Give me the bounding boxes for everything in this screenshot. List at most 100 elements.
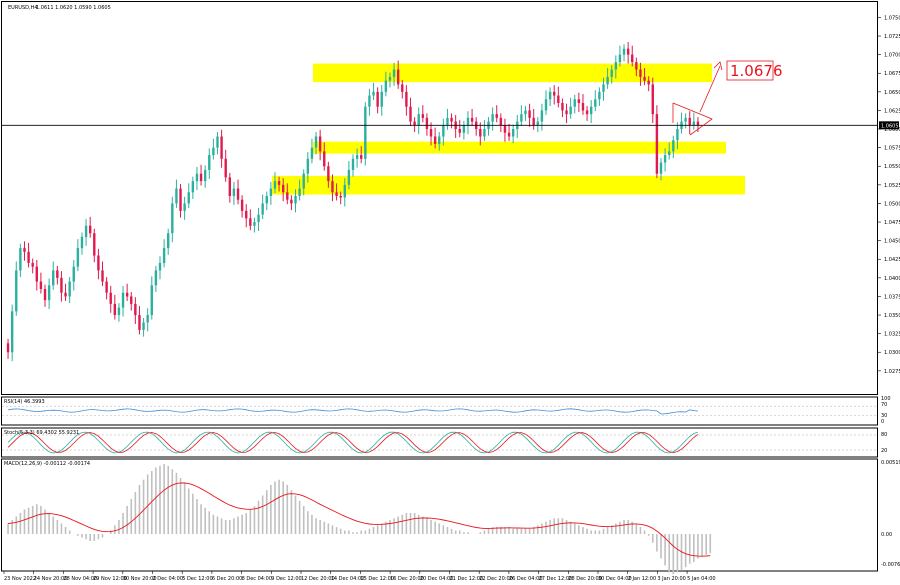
triangle-pattern (672, 102, 713, 136)
candle-body (688, 117, 691, 126)
candle-body (602, 84, 605, 92)
candle-body (306, 158, 310, 174)
candle-body (396, 69, 400, 85)
candle-body (355, 155, 359, 159)
candle-body (277, 181, 281, 185)
stochastic-indicator: 80 20 (2, 431, 887, 454)
y-tick-label: 1.0425 (884, 257, 900, 263)
candle-body (413, 121, 416, 126)
candle-body (43, 289, 47, 301)
candle-body (138, 315, 141, 330)
rsi-axis-label: 30 (881, 413, 887, 419)
candle-body (368, 95, 371, 107)
candle-body (318, 136, 322, 152)
candle-body (536, 121, 539, 126)
candle-body (433, 136, 437, 144)
candle-body (442, 125, 445, 137)
candle-body (651, 84, 654, 115)
candle-body (409, 106, 412, 122)
candle-body (565, 110, 568, 115)
y-tick-label: 1.0750 (884, 15, 900, 21)
chart-header-ohlc: 1.0611 1.0620 1.0590 1.0605 (36, 5, 111, 11)
candle-body (23, 248, 26, 252)
candle-body (298, 188, 301, 196)
stoch-axis-label: 20 (881, 448, 887, 454)
candle-body (6, 343, 10, 353)
candle-body (405, 91, 408, 107)
candle-body (175, 188, 178, 204)
candle-body (52, 270, 55, 286)
rsi-line (8, 408, 698, 415)
candle-body (88, 225, 92, 234)
candle-body (544, 99, 548, 111)
candle-body (93, 233, 96, 256)
candle-body (672, 140, 675, 152)
x-tick-label: 28 Dec 20:00 (568, 576, 602, 582)
candle-body (668, 151, 671, 156)
candle-body (561, 103, 564, 111)
price-axis: 1.0750 1.0725 1.0700 1.0675 1.0650 1.0625 1.06… (878, 15, 900, 375)
y-tick-label: 1.0550 (884, 164, 900, 170)
candle-body (450, 117, 453, 122)
x-tick-label: 2 Jan 12:00 (628, 576, 656, 582)
candle-body (64, 292, 67, 297)
candle-body (162, 248, 166, 263)
current-price-tag (879, 121, 899, 130)
rsi-axis-label: 70 (881, 402, 887, 408)
candle-body (618, 54, 622, 63)
candle-body (339, 196, 342, 198)
candle-body (364, 106, 367, 159)
candle-body (676, 129, 679, 141)
x-tick-label: 2 Dec 04:00 (153, 576, 183, 582)
candle-body (224, 158, 227, 178)
candle-body (10, 311, 14, 353)
candle-body (245, 210, 248, 219)
y-tick-label: 1.0300 (884, 350, 900, 356)
x-tick-label: 20 Dec 04:00 (420, 576, 454, 582)
candle-body (84, 225, 88, 237)
candle-body (524, 110, 527, 115)
annotations: 1.0605 1.0676 (2, 60, 899, 136)
candle-body (479, 129, 482, 137)
candle-body (236, 188, 240, 200)
y-tick-label: 1.0575 (884, 146, 900, 152)
y-tick-label: 1.0275 (884, 369, 900, 375)
candle-body (466, 117, 470, 126)
y-tick-label: 1.0600 (884, 127, 900, 133)
x-tick-label: 3 Jan 20:00 (657, 576, 685, 582)
candle-body (380, 91, 383, 107)
candle-body (483, 129, 486, 137)
candle-body (507, 132, 511, 137)
x-tick-label: 30 Nov 20:00 (123, 576, 157, 582)
candle-body (203, 169, 207, 182)
macd-axis-label: 0.00519 (881, 460, 900, 466)
candle-body (253, 222, 256, 226)
price-zone (272, 175, 745, 195)
candle-body (635, 62, 638, 70)
candle-body (388, 76, 392, 81)
candle-body (491, 114, 494, 122)
candle-body (47, 285, 51, 301)
stoch-panel-frame (1, 427, 878, 458)
y-tick-label: 1.0450 (884, 239, 900, 245)
candle-body (171, 203, 174, 234)
main-panel-frame (1, 1, 878, 395)
current-price-label: 1.0605 (881, 123, 899, 129)
x-tick-label: 12 Dec 20:00 (301, 576, 335, 582)
x-tick-label: 9 Dec 12:00 (271, 576, 301, 582)
candle-body (158, 262, 162, 271)
candle-body (462, 125, 466, 133)
candle-body (446, 117, 449, 126)
candle-body (429, 129, 433, 137)
x-tick-label: 26 Dec 04:00 (509, 576, 543, 582)
candle-body (261, 203, 264, 215)
candle-body (528, 110, 531, 118)
rsi-axis-label: 0 (881, 419, 884, 425)
candle-body (335, 192, 338, 196)
arrow-head (713, 61, 723, 71)
x-tick-label: 22 Dec 20:00 (479, 576, 513, 582)
candle-body (187, 192, 190, 204)
candle-body (105, 281, 108, 293)
